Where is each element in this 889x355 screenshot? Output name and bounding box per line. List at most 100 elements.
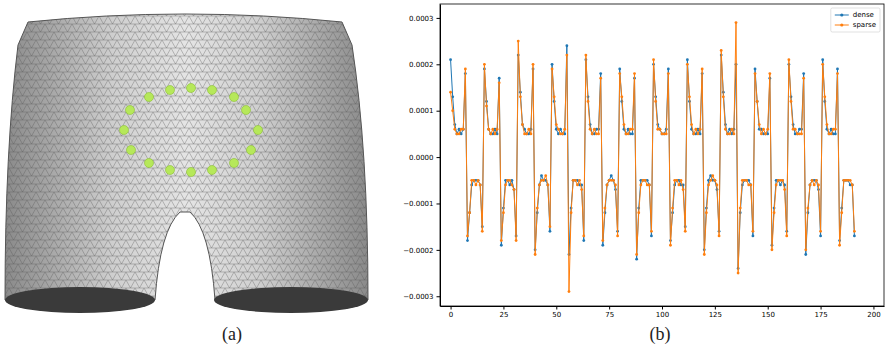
data-point [794, 128, 797, 131]
data-point [610, 174, 613, 177]
data-point [684, 230, 687, 233]
data-point [648, 184, 651, 187]
tick-mark [437, 157, 441, 158]
tick: 200 [867, 306, 880, 319]
data-point [502, 211, 505, 214]
data-point [823, 95, 826, 98]
data-point [601, 239, 604, 242]
data-point [705, 211, 708, 214]
tick: 25 [499, 306, 508, 319]
data-point [771, 248, 774, 251]
data-point [650, 235, 653, 238]
data-point [773, 211, 776, 214]
data-point [561, 132, 564, 135]
data-point [561, 132, 564, 135]
tick-mark [662, 306, 663, 310]
tick-mark [437, 203, 441, 204]
mesh-body [5, 14, 368, 300]
data-point [834, 128, 837, 131]
y-axis: 0.00030.00020.00010.0000−0.0001−0.0002−0… [403, 5, 440, 307]
data-point [739, 207, 742, 210]
data-point [487, 128, 490, 131]
data-point [565, 44, 568, 47]
data-point [830, 132, 833, 135]
tick-mark [437, 111, 441, 112]
data-point [604, 207, 607, 210]
data-point [483, 63, 486, 66]
data-point [775, 184, 778, 187]
data-point [781, 179, 784, 182]
data-point [472, 179, 475, 182]
data-point [821, 58, 824, 61]
axis-line [440, 5, 441, 307]
marker-dot [230, 93, 239, 102]
data-point [819, 235, 822, 238]
legend-label: sparse [853, 21, 876, 29]
data-point [534, 253, 537, 256]
data-point [485, 105, 488, 108]
data-point [623, 123, 626, 126]
data-point [576, 184, 579, 187]
tick-label: 0.0002 [409, 61, 434, 69]
tick: 0.0001 [409, 107, 440, 115]
data-point [620, 95, 623, 98]
tick: −0.0002 [403, 247, 440, 255]
tick-label: −0.0001 [403, 200, 433, 208]
data-point [551, 68, 554, 71]
data-point [686, 58, 689, 61]
data-point [532, 63, 535, 66]
data-point [697, 132, 700, 135]
marker-dot [242, 106, 251, 115]
data-point [815, 179, 818, 182]
data-point [716, 184, 719, 187]
data-point [546, 184, 549, 187]
data-point [513, 188, 516, 191]
data-point [658, 128, 661, 131]
plot-area [449, 21, 856, 293]
data-point [464, 68, 467, 71]
data-point [466, 235, 469, 238]
data-point [836, 68, 839, 71]
data-point [542, 179, 545, 182]
data-point [451, 109, 454, 112]
data-point [479, 184, 482, 187]
tick-mark [451, 306, 452, 310]
data-point [811, 179, 814, 182]
data-point [764, 132, 767, 135]
data-point [530, 132, 533, 135]
data-point [800, 132, 803, 135]
tick-mark [609, 306, 610, 310]
line-chart: 02550751001251501752000.00030.00020.0001… [403, 4, 884, 319]
tick-label: 75 [605, 311, 614, 319]
data-point [536, 207, 539, 210]
data-point [720, 49, 723, 52]
data-point [665, 132, 668, 135]
data-point [477, 179, 480, 182]
data-point [521, 123, 524, 126]
data-point [652, 58, 655, 61]
data-point [752, 235, 755, 238]
data-point [458, 132, 461, 135]
data-point [783, 188, 786, 191]
data-point [599, 77, 602, 80]
marker-dot [254, 126, 263, 135]
data-point [701, 68, 704, 71]
data-point [694, 128, 697, 131]
data-point [538, 184, 541, 187]
tick-label: 100 [656, 311, 669, 319]
data-point [730, 128, 733, 131]
data-point [853, 235, 856, 238]
data-point [851, 184, 854, 187]
data-point [648, 184, 651, 187]
data-point [475, 184, 478, 187]
data-point [565, 54, 568, 57]
data-point [836, 72, 839, 75]
tick: 0.0002 [409, 61, 440, 69]
data-point [597, 132, 600, 135]
data-point [722, 95, 725, 98]
tick-label: 0.0000 [409, 154, 434, 162]
data-point [635, 253, 638, 256]
data-point [578, 179, 581, 182]
data-point [745, 179, 748, 182]
marker-dot [127, 146, 136, 155]
